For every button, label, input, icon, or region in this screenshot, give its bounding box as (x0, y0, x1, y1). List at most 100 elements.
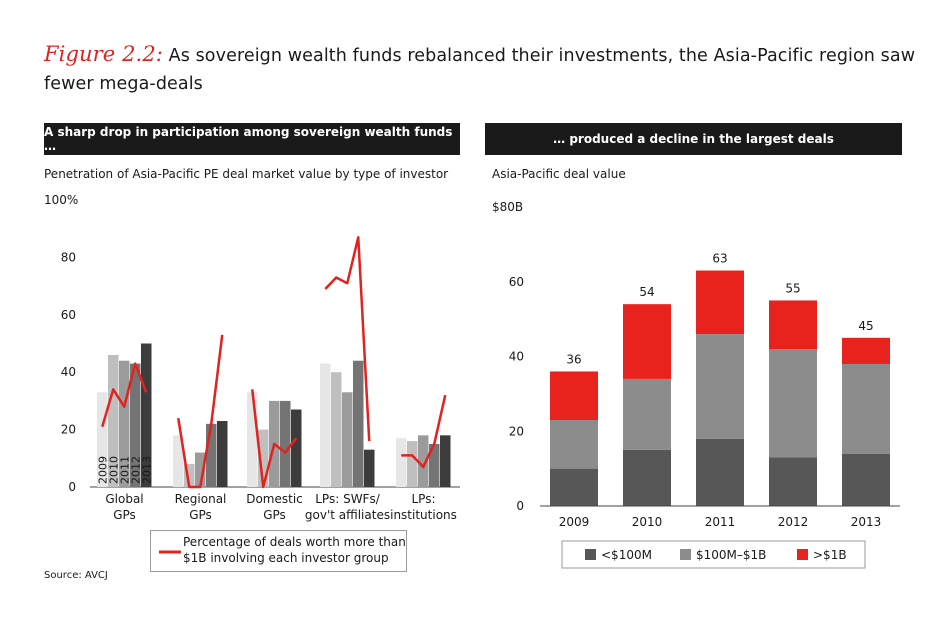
left-bar-2010 (331, 372, 342, 487)
right-bar-segment-1 (842, 453, 890, 506)
left-category-label: LPs: SWFs/ (315, 492, 380, 506)
left-y-tick-label: 100% (44, 193, 78, 207)
right-category-label: 2013 (851, 515, 882, 529)
right-legend: <$100M $100M–$1B >$1B (561, 540, 866, 569)
left-legend: Percentage of deals worth more than $1B … (150, 530, 407, 572)
left-category-label: Global (105, 492, 143, 506)
left-year-label: 2013 (140, 456, 153, 484)
left-year-label: 2009 (96, 456, 109, 484)
left-bar-2012 (280, 400, 291, 487)
left-line-segment (177, 334, 224, 489)
right-total-label: 45 (858, 319, 873, 333)
right-legend-label-2: $100M–$1B (696, 548, 766, 562)
left-bar-2011 (342, 392, 353, 487)
right-chart: 0 20 40 60 $80B 36 2009 54 2010 63 2011 55 2012 45 201… (492, 200, 900, 569)
left-y-tick-label: 80 (61, 250, 76, 264)
right-legend-swatch-1 (585, 549, 596, 560)
right-total-label: 55 (785, 281, 800, 295)
left-panel-subtitle: Penetration of Asia-Pacific PE deal mark… (44, 167, 449, 181)
left-bar-2011 (195, 452, 206, 487)
left-year-label: 2010 (107, 456, 120, 484)
right-panel-header: … produced a decline in the largest deal… (485, 123, 902, 155)
left-bar-2012 (206, 423, 217, 487)
right-legend-swatch-3 (797, 549, 808, 560)
left-category-label: Domestic (246, 492, 303, 506)
source-note: Source: AVCJ (44, 570, 108, 581)
right-category-label: 2012 (778, 515, 809, 529)
left-bar-2013 (364, 449, 375, 487)
left-line-segment (101, 362, 148, 428)
right-y-tick-label: 40 (509, 350, 524, 364)
right-y-tick-label: $80B (492, 200, 523, 214)
left-bar-2009 (320, 363, 331, 487)
left-bar-2009 (247, 392, 258, 487)
left-bar-2013 (291, 409, 302, 487)
right-total-label: 54 (639, 285, 654, 299)
left-category-label: institutions (390, 508, 457, 522)
figure-label: Figure 2.2: (44, 42, 163, 66)
right-bar-segment-1 (550, 468, 598, 506)
right-bar-segment-2 (769, 349, 817, 458)
right-bar-segment-3 (550, 371, 598, 421)
left-bar-2010 (184, 464, 195, 487)
right-legend-label-3: >$1B (813, 548, 847, 562)
right-bar-segment-2 (550, 420, 598, 469)
left-bar-2009 (396, 438, 407, 487)
left-y-tick-label: 40 (61, 365, 76, 379)
right-category-label: 2010 (632, 515, 663, 529)
left-category-label: LPs: (411, 492, 435, 506)
legend-line-label-1: Percentage of deals worth more than (183, 535, 406, 549)
right-bar-segment-1 (769, 457, 817, 506)
left-bar-2012 (353, 360, 364, 487)
figure-title-text: As sovereign wealth funds rebalanced the… (44, 46, 916, 94)
left-y-tick-label: 20 (61, 423, 76, 437)
left-category-label: GPs (263, 508, 286, 522)
left-bar-2013 (217, 420, 228, 487)
left-y-tick-label: 60 (61, 308, 76, 322)
legend-line-label-2: $1B involving each investor group (183, 551, 389, 565)
left-line-segment (251, 389, 298, 489)
right-bar-segment-3 (842, 337, 890, 364)
right-legend-swatch-2 (680, 549, 691, 560)
left-bar-2011 (418, 435, 429, 487)
left-year-label: 2012 (129, 456, 142, 484)
right-legend-label-1: <$100M (601, 548, 652, 562)
left-line-segment (401, 394, 447, 469)
left-category-label: GPs (189, 508, 212, 522)
right-y-tick-label: 0 (516, 499, 524, 513)
right-bar-segment-2 (623, 378, 671, 450)
left-bar-2009 (173, 435, 184, 487)
right-bar-segment-3 (696, 270, 744, 335)
left-bar-2010 (108, 354, 119, 487)
left-category-label: Regional (175, 492, 227, 506)
legend-line-swatch (159, 550, 181, 554)
left-category-label: gov't affiliates (305, 508, 390, 522)
left-bar-2009 (97, 392, 108, 487)
right-total-label: 63 (712, 252, 727, 266)
left-bar-2010 (407, 441, 418, 487)
left-bar-2013 (141, 343, 152, 487)
figure-title: Figure 2.2: As sovereign wealth funds re… (44, 40, 924, 98)
right-category-label: 2011 (705, 515, 736, 529)
right-bar-segment-1 (696, 438, 744, 506)
left-category-label: GPs (113, 508, 136, 522)
right-bar-segment-1 (623, 449, 671, 506)
right-bar-segment-2 (842, 363, 890, 454)
right-bar-segment-3 (623, 304, 671, 379)
left-panel-header: A sharp drop in participation among sove… (44, 123, 460, 155)
right-legend-frame (561, 540, 866, 569)
right-total-label: 36 (566, 352, 581, 366)
right-category-label: 2009 (559, 515, 590, 529)
right-panel-subtitle: Asia-Pacific deal value (492, 167, 626, 181)
right-bar-segment-3 (769, 300, 817, 350)
left-bar-2011 (119, 360, 130, 487)
left-bar-2010 (258, 429, 269, 487)
right-y-tick-label: 60 (509, 275, 524, 289)
left-y-tick-label: 0 (68, 480, 76, 494)
left-bar-2013 (440, 435, 451, 487)
right-y-tick-label: 20 (509, 424, 524, 438)
right-bar-segment-2 (696, 334, 744, 439)
left-bar-2012 (429, 443, 440, 487)
left-year-label: 2011 (118, 456, 131, 484)
